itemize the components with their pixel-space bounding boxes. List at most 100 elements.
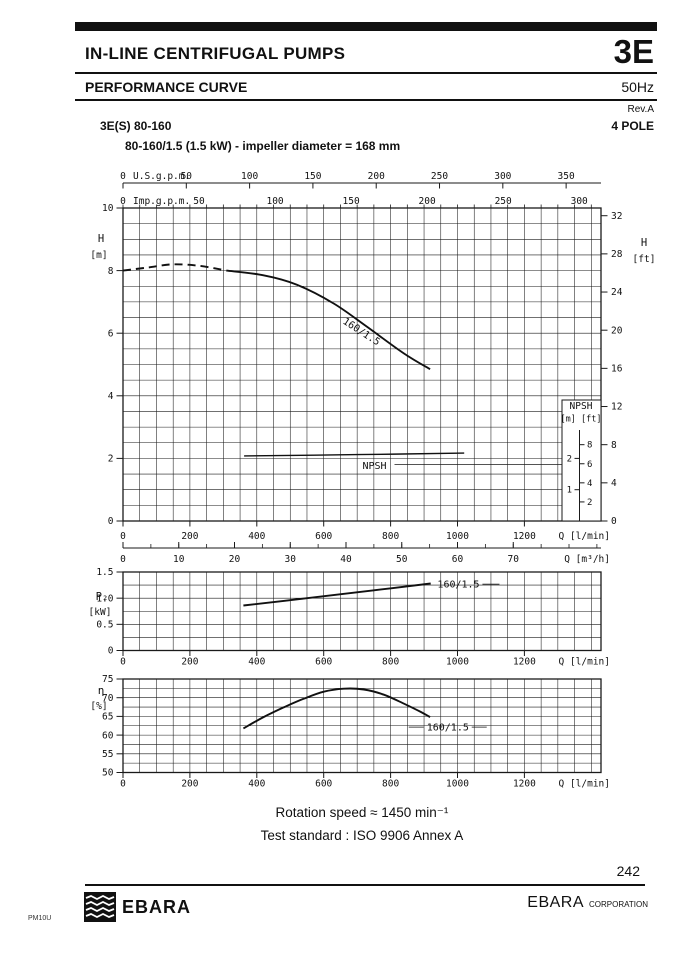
ebara-logo: EBARA: [84, 891, 191, 923]
usgpm-tick-label: 0: [120, 171, 126, 182]
header-bar: [75, 22, 657, 31]
ft-tick-label: 12: [611, 402, 622, 413]
power-axis-unit: [kW]: [89, 607, 112, 618]
npsh-ft-tick-label: 4: [587, 479, 592, 489]
chart-border: [122, 571, 602, 652]
x-tick-label: 1000: [446, 657, 469, 668]
impgpm-tick-label: 100: [266, 196, 283, 207]
ft-tick-label: 8: [611, 440, 617, 451]
chart-border: [122, 678, 602, 774]
y-tick-label: 55: [102, 749, 113, 760]
m3h-axis-label: Q [m³/h]: [564, 554, 610, 565]
x-tick-label: 200: [181, 779, 198, 790]
npsh-inset-title: NPSH: [570, 401, 593, 412]
x-tick-label: 600: [315, 779, 332, 790]
head-axis-name: H: [98, 233, 104, 245]
npsh-ft-tick-label: 8: [587, 441, 592, 451]
x-tick-label: 0: [120, 779, 126, 790]
x-tick-label: 800: [382, 657, 399, 668]
footer-divider: [85, 884, 645, 886]
y-tick-label: 4: [108, 391, 114, 402]
impgpm-tick-label: 300: [571, 196, 588, 207]
frequency: 50Hz: [621, 79, 654, 95]
ft-tick-label: 4: [611, 478, 617, 489]
y-tick-label: 50: [102, 768, 114, 779]
impgpm-axis-label: Imp.g.p.m.: [133, 196, 190, 207]
efficiency-curve-label: 160/1.5: [427, 723, 469, 734]
x-tick-label: 1200: [513, 779, 536, 790]
efficiency-axis-name: η: [98, 684, 105, 697]
usgpm-axis-label: U.S.g.p.m.: [133, 171, 190, 182]
chart-border: [122, 207, 602, 522]
x-tick-label: 0: [120, 657, 126, 668]
page-number: 242: [616, 863, 640, 879]
y-tick-label: 2: [108, 454, 114, 465]
y-tick-label: 1.0: [96, 593, 113, 604]
y-tick-label: 10: [102, 203, 114, 214]
impgpm-tick-label: 200: [419, 196, 436, 207]
npsh-curve-label: NPSH: [363, 461, 387, 472]
usgpm-tick-label: 150: [304, 171, 321, 182]
rotation-speed-note: Rotation speed ≈ 1450 min⁻¹: [275, 805, 449, 820]
m3h-tick-label: 10: [173, 554, 185, 565]
head-axis-unit: [m]: [90, 250, 107, 261]
efficiency-axis-unit: [%]: [90, 701, 107, 712]
ft-tick-label: 32: [611, 211, 622, 222]
test-standard-note: Test standard : ISO 9906 Annex A: [260, 828, 464, 843]
page-title: IN-LINE CENTRIFUGAL PUMPS: [85, 44, 346, 63]
m3h-tick-label: 50: [396, 554, 408, 565]
curve-head-flow-dashed: [122, 263, 227, 272]
curve-head-flow: [226, 269, 431, 371]
doc-type: PERFORMANCE CURVE: [85, 79, 248, 95]
npsh-inset-units: [m] [ft]: [561, 415, 602, 425]
y-tick-label: 65: [102, 712, 113, 723]
x-tick-label: 200: [181, 531, 198, 542]
y-tick-label: 75: [102, 674, 113, 685]
power-curve-label: 160/1.5: [437, 580, 479, 591]
usgpm-tick-label: 200: [368, 171, 385, 182]
curve-efficiency: [242, 687, 431, 730]
m3h-tick-label: 60: [452, 554, 464, 565]
ft-tick-label: 16: [611, 364, 623, 375]
usgpm-tick-label: 50: [181, 171, 193, 182]
y-tick-label: 70: [102, 693, 114, 704]
x-axis-unit-label: Q [l/min]: [559, 779, 610, 790]
x-axis-unit-label: Q [l/min]: [559, 657, 610, 668]
corporation-name: EBARA: [527, 894, 585, 911]
y-tick-label: 60: [102, 730, 114, 741]
x-tick-label: 1000: [446, 531, 469, 542]
impeller-spec: 80-160/1.5 (1.5 kW) - impeller diameter …: [125, 139, 401, 153]
ebara-logo-mark: [84, 892, 116, 922]
power-axis-name: P₂: [96, 591, 109, 603]
usgpm-tick-label: 350: [558, 171, 575, 182]
divider: [75, 99, 657, 101]
y-tick-label: 0: [108, 516, 114, 527]
x-tick-label: 0: [120, 531, 126, 542]
usgpm-tick-label: 100: [241, 171, 258, 182]
usgpm-tick-label: 250: [431, 171, 448, 182]
m3h-tick-label: 40: [340, 554, 352, 565]
x-tick-label: 1000: [446, 779, 469, 790]
usgpm-tick-label: 300: [494, 171, 511, 182]
x-tick-label: 1200: [513, 531, 536, 542]
npsh-inset-box: [561, 399, 602, 522]
corporation-suffix: CORPORATION: [589, 900, 648, 909]
m3h-tick-label: 20: [229, 554, 241, 565]
m3h-tick-label: 0: [120, 554, 126, 565]
curve-npsh: [244, 452, 465, 457]
impgpm-tick-label: 50: [193, 196, 205, 207]
npsh-m-tick-label: 1: [567, 486, 572, 496]
head-ft-axis-unit: [ft]: [633, 254, 656, 265]
document-code: PM10U: [28, 915, 52, 922]
model-name: 3E(S) 80-160: [100, 119, 172, 133]
impgpm-tick-label: 0: [120, 196, 126, 207]
y-tick-label: 0.5: [96, 620, 113, 631]
npsh-ft-tick-label: 2: [587, 498, 592, 508]
npsh-m-tick-label: 2: [567, 454, 572, 464]
impgpm-tick-label: 150: [343, 196, 360, 207]
ft-tick-label: 24: [611, 287, 623, 298]
y-tick-label: 8: [108, 266, 114, 277]
npsh-ft-tick-label: 6: [587, 460, 592, 470]
ft-tick-label: 20: [611, 325, 623, 336]
